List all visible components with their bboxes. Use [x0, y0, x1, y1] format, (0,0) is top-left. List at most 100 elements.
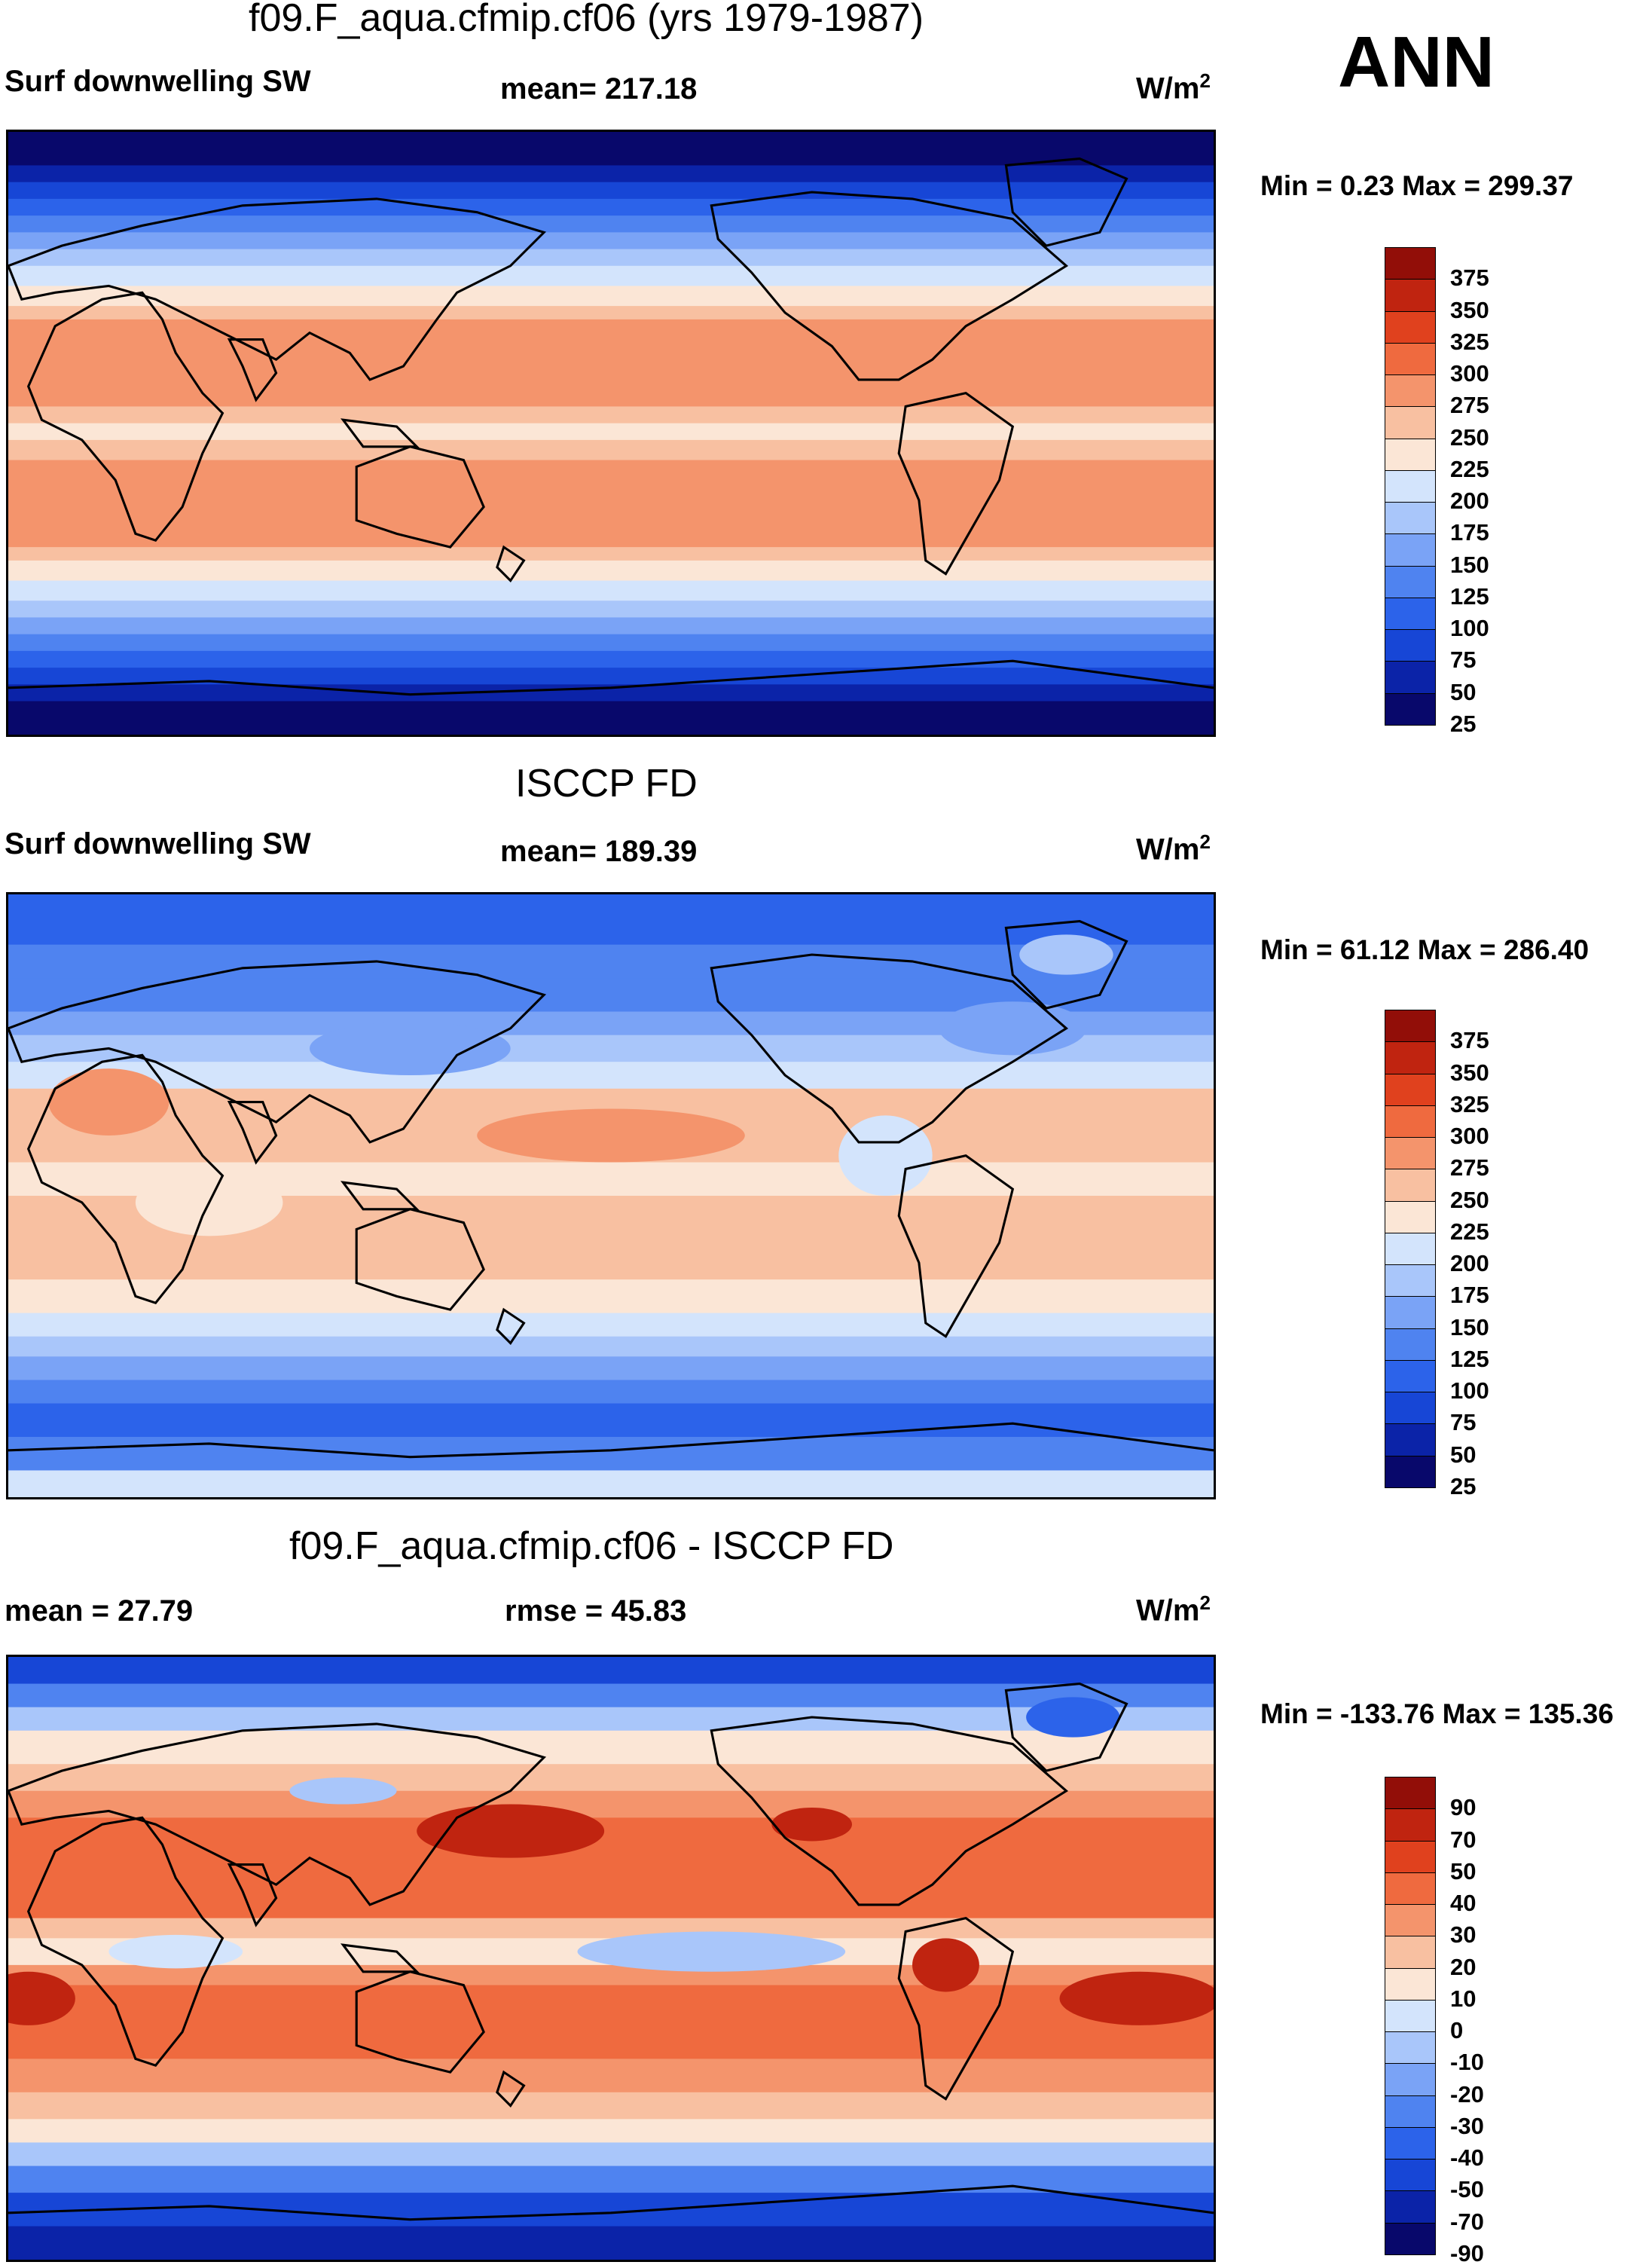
- panel-1-map-svg: [8, 132, 1214, 735]
- anomaly-region: [417, 1804, 605, 1858]
- colorbar-tick-label: 100: [1450, 1377, 1489, 1405]
- zonal-band: [8, 132, 1214, 167]
- anomaly-region: [1019, 934, 1113, 975]
- panel-2-map-svg: [8, 894, 1214, 1497]
- zonal-band: [8, 319, 1214, 408]
- zonal-band: [8, 1437, 1214, 1472]
- colorbar-tick-label: 10: [1450, 1985, 1477, 2012]
- colorbar-tick-label: 300: [1450, 360, 1489, 387]
- colorbar-tick-label: 225: [1450, 455, 1489, 482]
- colorbar-tick-label: 250: [1450, 423, 1489, 451]
- colorbar-segment: [1385, 1296, 1436, 1329]
- coastline: [1004, 919, 1128, 1010]
- colorbar-tick-label: 325: [1450, 1090, 1489, 1117]
- zonal-band: [8, 1336, 1214, 1358]
- colorbar-segment: [1385, 342, 1436, 376]
- colorbar-tick-label: 50: [1450, 1441, 1477, 1468]
- colorbar-tick-label: -10: [1450, 2049, 1484, 2076]
- colorbar-tick-label: 100: [1450, 615, 1489, 642]
- panel-2-coastlines: [8, 919, 1214, 1459]
- coastline: [897, 1916, 1015, 2101]
- colorbar-segment: [1385, 2159, 1436, 2192]
- colorbar-segment: [1385, 1232, 1436, 1266]
- coastline: [496, 545, 526, 582]
- colorbar-segment: [1385, 2222, 1436, 2255]
- colorbar-tick-label: -70: [1450, 2208, 1484, 2235]
- colorbar-tick-label: -40: [1450, 2144, 1484, 2172]
- anomaly-region: [477, 1108, 745, 1163]
- colorbar-segment: [1385, 1169, 1436, 1202]
- panel-2-min-max: Min = 61.12 Max = 286.40: [1260, 934, 1590, 965]
- colorbar-tick-label: 250: [1450, 1186, 1489, 1213]
- panel-3-title: f09.F_aqua.cfmip.cf06 - ISCCP FD: [289, 1524, 894, 1568]
- colorbar-tick-label: 375: [1450, 264, 1489, 292]
- colorbar-segment: [1385, 692, 1436, 726]
- zonal-band: [8, 215, 1214, 234]
- coastline: [355, 1970, 485, 2074]
- colorbar-segment: [1385, 1137, 1436, 1170]
- anomaly-region: [1059, 1971, 1214, 2025]
- colorbar-tick-label: 70: [1450, 1826, 1477, 1853]
- coastline: [710, 953, 1069, 1144]
- zonal-band: [8, 423, 1214, 442]
- colorbar-segment: [1385, 374, 1436, 408]
- anomaly-region: [108, 1934, 243, 1969]
- anomaly-region: [289, 1777, 397, 1805]
- colorbar-segment: [1385, 279, 1436, 312]
- coastline: [227, 338, 278, 402]
- colorbar-segment: [1385, 661, 1436, 694]
- zonal-band: [8, 1964, 1214, 1986]
- colorbar-tick-label: 375: [1450, 1027, 1489, 1054]
- panel-1-bands: [8, 132, 1214, 735]
- colorbar-tick-label: 150: [1450, 1313, 1489, 1340]
- coastline: [897, 1154, 1015, 1338]
- zonal-band: [8, 2119, 1214, 2144]
- panel-3-units: W/m2: [1136, 1591, 1211, 1628]
- anomaly-region: [577, 1931, 846, 1972]
- panel-3-mean-label: mean = 27.79: [5, 1594, 194, 1628]
- colorbar-segment: [1385, 247, 1436, 280]
- anomaly-region: [8, 1971, 75, 2025]
- colorbar-tick-label: 275: [1450, 392, 1489, 419]
- colorbar-tick-label: 30: [1450, 1921, 1477, 1949]
- zonal-band: [8, 650, 1214, 669]
- coastline: [341, 418, 420, 448]
- coastline: [1004, 157, 1128, 247]
- colorbar-tick-label: 325: [1450, 328, 1489, 355]
- colorbar-segment: [1385, 1328, 1436, 1361]
- panel-2-title: ISCCP FD: [515, 762, 698, 805]
- colorbar-segment: [1385, 1872, 1436, 1906]
- colorbar-tick-label: 200: [1450, 1250, 1489, 1277]
- zonal-band: [8, 2059, 1214, 2094]
- colorbar-segment: [1385, 1455, 1436, 1488]
- panel-1-variable-label: Surf downwelling SW: [5, 65, 311, 98]
- colorbar-tick-label: 225: [1450, 1218, 1489, 1245]
- zonal-band: [8, 1279, 1214, 1314]
- zonal-band: [8, 560, 1214, 582]
- colorbar-tick-label: 0: [1450, 2017, 1464, 2044]
- zonal-band: [8, 580, 1214, 602]
- coastline: [26, 291, 224, 543]
- zonal-band: [8, 286, 1214, 307]
- coastline: [496, 2070, 526, 2108]
- panel-3-colorbar: [1385, 1777, 1436, 2255]
- panel-1-title: f09.F_aqua.cfmip.cf06 (yrs 1979-1987): [249, 0, 924, 40]
- zonal-band: [8, 406, 1214, 424]
- colorbar-tick-label: 275: [1450, 1154, 1489, 1181]
- colorbar-tick-label: -90: [1450, 2240, 1484, 2266]
- panel-3-map-svg: [8, 1657, 1214, 2260]
- colorbar-segment: [1385, 310, 1436, 344]
- colorbar-segment: [1385, 1073, 1436, 1106]
- panel-3-coastlines: [8, 1682, 1214, 2221]
- zonal-band: [8, 2092, 1214, 2120]
- coastline: [355, 445, 485, 549]
- zonal-band: [8, 617, 1214, 635]
- zonal-band: [8, 701, 1214, 735]
- anomaly-region: [310, 1021, 511, 1075]
- colorbar-tick-label: 300: [1450, 1123, 1489, 1150]
- anomaly-region: [771, 1808, 852, 1842]
- coastline: [8, 960, 547, 1144]
- zonal-band: [8, 1380, 1214, 1405]
- zonal-band: [8, 2166, 1214, 2194]
- zonal-band: [8, 232, 1214, 250]
